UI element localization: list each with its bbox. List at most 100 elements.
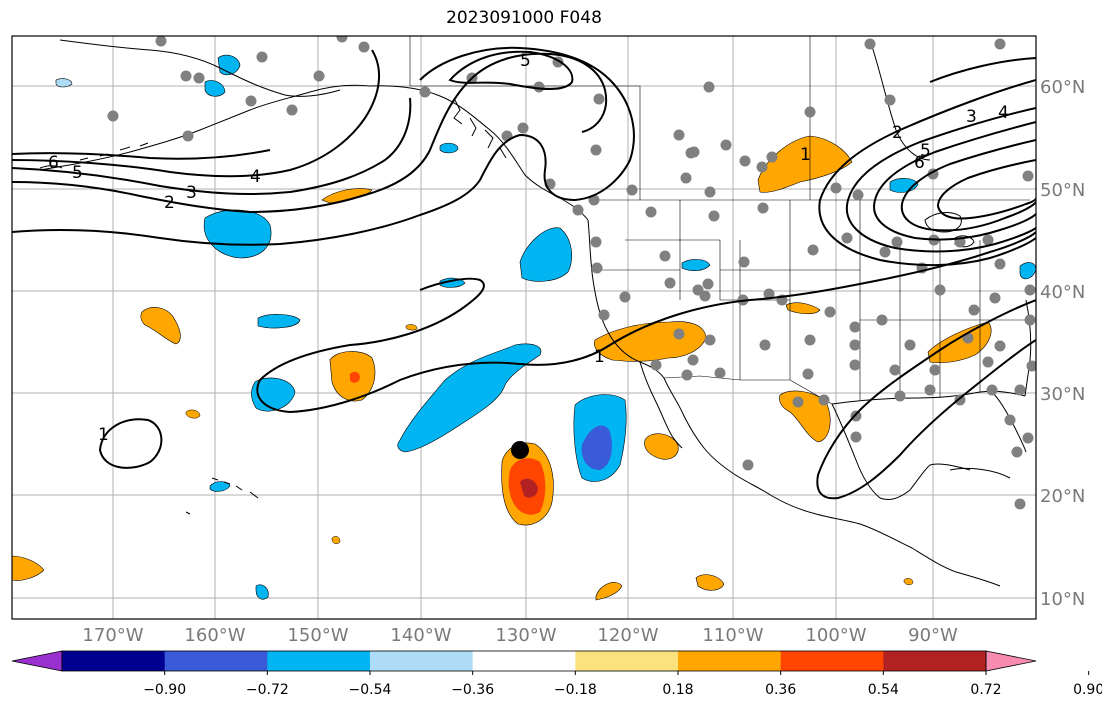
negative-anomaly-patch [519,227,573,282]
station-dot [830,182,842,194]
station-dot [968,304,980,316]
station-dot [681,369,693,381]
station-dot [850,410,862,422]
negative-anomaly-patch [439,142,459,154]
longitude-label: 160°W [184,625,245,646]
colorbar-tick-label: −0.18 [554,682,597,698]
colorbar-tick-label: −0.54 [349,682,392,698]
positive-anomaly-patch [695,574,725,591]
station-dot [864,38,876,50]
station-dot [994,258,1006,270]
negative-anomaly-patch [255,584,269,600]
station-dot [180,70,192,82]
negative-anomaly-patch [203,209,272,259]
station-dot [593,93,605,105]
station-dot [954,394,966,406]
station-dot [704,334,716,346]
station-dot [841,232,853,244]
station-dot [884,94,896,106]
map-title: 2023091000 F048 [446,8,602,28]
positive-anomaly-patch [520,478,538,498]
station-dot [934,284,946,296]
station-dot [756,161,768,173]
station-dot [245,95,257,107]
colorbar-segment [575,651,679,671]
anomaly-shading [12,54,1036,601]
colorbar-tick-label: 0.72 [970,682,1001,698]
station-dot [645,206,657,218]
colorbar-segment [472,651,576,671]
station-dot [876,314,888,326]
station-dot [619,291,631,303]
longitude-label: 140°W [390,625,451,646]
station-dot [650,359,662,371]
station-dot [1004,414,1016,426]
station-dot [879,246,891,258]
station-dot [986,384,998,396]
station-dot [286,104,298,116]
station-dot [107,110,119,122]
longitude-label: 120°W [597,625,658,646]
contour-label-3: 3 [966,107,977,127]
station-dot [533,81,545,93]
positive-anomaly-patch [644,433,679,460]
station-dot [929,364,941,376]
station-dot [739,155,751,167]
latitude-labels: 60°N 50°N 40°N 30°N 20°N 10°N [1040,77,1085,610]
latitude-label: 30°N [1040,384,1085,405]
latitude-label: 60°N [1040,77,1085,98]
positive-anomaly-patch [12,555,45,581]
positive-anomaly-patch [595,582,623,601]
station-dot [759,339,771,351]
station-dot [720,139,732,151]
station-dot [738,256,750,268]
station-dot [904,339,916,351]
contour-label-2: 2 [164,193,175,213]
station-dot [804,106,816,118]
height-contours [12,46,1036,500]
station-dot [1022,170,1034,182]
longitude-label: 170°W [82,625,143,646]
station-dot [982,356,994,368]
negative-anomaly-patch [209,481,231,492]
station-dot [792,396,804,408]
colorbar-segment [678,651,782,671]
map-frame [11,35,1037,620]
station-dot [1011,446,1023,458]
station-dot [1014,384,1026,396]
positive-anomaly-patch [140,307,181,345]
station-dot [802,368,814,380]
station-dot [699,290,711,302]
contour-label-5: 5 [520,51,531,71]
colorbar-tick-label: −0.36 [451,682,494,698]
contour-label-3: 3 [186,183,197,203]
longitude-labels: 170°W 160°W 150°W 140°W 130°W 120°W 110°W 100°W… [82,625,958,646]
station-dot [687,354,699,366]
longitude-label: 90°W [908,625,958,646]
longitude-label: 130°W [495,625,556,646]
station-dot [358,41,370,53]
station-dot [804,334,816,346]
station-dot [517,122,529,134]
station-dot [598,309,610,321]
station-dot [704,186,716,198]
station-dot [193,72,205,84]
colorbar-outline [61,650,987,672]
station-dot [673,328,685,340]
negative-anomaly-patch [581,425,612,470]
negative-anomaly-patch [397,343,542,453]
station-dot [889,364,901,376]
coastlines [39,39,1032,587]
contour-label-1: 1 [800,145,811,165]
colorbar-tick-label: 0.18 [662,682,693,698]
station-dot [702,278,714,290]
station-dot [680,172,692,184]
negative-anomaly-patch [204,80,226,97]
colorbar-segment [62,651,166,671]
latitude-label: 10°N [1040,589,1085,610]
latitude-label: 50°N [1040,180,1085,201]
positive-anomaly-patch [350,371,360,383]
positive-anomaly-patch [785,302,821,315]
station-dot [1026,360,1036,372]
